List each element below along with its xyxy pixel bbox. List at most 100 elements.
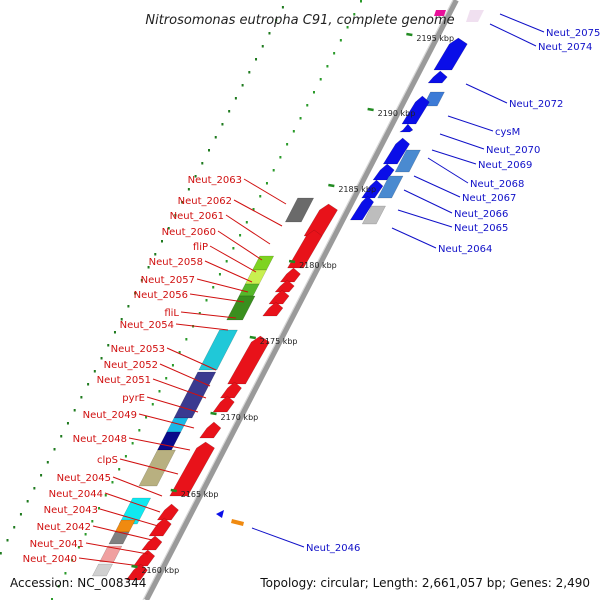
leader-line	[465, 83, 508, 104]
leader-line	[138, 413, 195, 429]
gene-block	[361, 179, 384, 199]
gene-block	[226, 295, 256, 321]
gene-block	[133, 549, 156, 567]
guide-dot	[239, 234, 242, 237]
guide-dot	[245, 221, 248, 224]
gene-label: Neut_2064	[438, 244, 492, 255]
leader-line	[499, 13, 545, 33]
tick-label: 2175 kbp	[260, 337, 298, 346]
gene-block	[227, 335, 270, 385]
guide-dot	[111, 481, 114, 484]
gene-block	[118, 497, 152, 525]
leader-line	[128, 437, 191, 451]
guide-dot	[87, 383, 90, 386]
tick-label: 2170 kbp	[221, 413, 259, 422]
guide-dot	[158, 390, 161, 393]
tick-mark	[328, 183, 335, 188]
leader-line	[209, 245, 257, 273]
gene-block	[287, 229, 323, 269]
leader-line	[166, 347, 217, 371]
leader-line	[180, 311, 237, 319]
guide-dot	[160, 240, 163, 243]
guide-dot	[145, 416, 148, 419]
guide-dot	[319, 78, 322, 81]
guide-dot	[275, 19, 278, 22]
gene-block	[377, 175, 404, 199]
gene-label: Neut_2060	[162, 227, 216, 238]
guide-dot	[181, 201, 184, 204]
gene-label: Neut_2066	[454, 209, 508, 220]
leader-line	[397, 209, 453, 228]
guide-dot	[171, 364, 174, 367]
guide-dot	[93, 370, 96, 373]
guide-dot	[138, 429, 141, 432]
guide-dot	[312, 91, 315, 94]
guide-dot	[255, 58, 258, 61]
guide-dot	[120, 318, 123, 321]
guide-dot	[13, 526, 16, 529]
guide-dot	[286, 143, 289, 146]
guide-dot	[40, 474, 43, 477]
leader-line	[92, 525, 153, 541]
gene-block	[212, 395, 235, 413]
gene-label: Neut_2065	[454, 223, 508, 234]
guide-dot	[248, 71, 251, 74]
guide-dot	[0, 552, 2, 555]
gene-label: Neut_2045	[57, 473, 111, 484]
guide-dot	[33, 487, 36, 490]
guide-dot	[64, 572, 67, 575]
tick-mark	[288, 259, 296, 264]
gene-label: pyrE	[122, 393, 145, 404]
guide-dot	[91, 520, 94, 523]
guide-dot	[104, 494, 107, 497]
gene-label: Neut_2048	[73, 434, 127, 445]
guide-dot	[261, 45, 264, 48]
guide-dot	[127, 305, 130, 308]
guide-dot	[218, 273, 221, 276]
guide-dot	[214, 136, 217, 139]
gene-block	[252, 255, 275, 271]
guide-dot	[100, 357, 103, 360]
gene-block	[198, 329, 238, 371]
genome-backbone	[143, 0, 459, 600]
guide-dot	[46, 461, 49, 464]
gene-label: Neut_2043	[44, 505, 98, 516]
gene-label: Neut_2069	[478, 160, 532, 171]
guide-dot	[174, 214, 177, 217]
guide-dot	[221, 123, 224, 126]
leader-line	[189, 293, 245, 303]
guide-dot	[131, 442, 134, 445]
gene-block	[166, 417, 189, 433]
gene-label: Neut_2051	[97, 375, 151, 386]
leader-line	[413, 175, 461, 198]
gene-block	[138, 449, 176, 487]
guide-dot	[259, 195, 262, 198]
gene-block	[382, 137, 410, 165]
guide-dot	[66, 422, 69, 425]
guide-dot	[281, 6, 284, 9]
gene-label: clpS	[97, 455, 118, 466]
gene-label: Neut_2075	[546, 28, 600, 39]
gene-block	[199, 421, 222, 439]
leader-line	[104, 492, 161, 513]
guide-dot	[71, 559, 74, 562]
gene-block	[91, 563, 113, 577]
leader-line	[243, 178, 287, 205]
leader-line	[112, 476, 163, 497]
gene-label: fliP	[193, 242, 208, 253]
gene-label: Neut_2053	[111, 344, 165, 355]
tick-label: 2165 kbp	[181, 490, 219, 499]
guide-dot	[151, 403, 154, 406]
leader-line	[119, 458, 179, 475]
guide-dot	[265, 182, 268, 185]
leader-line	[204, 260, 253, 283]
leader-line	[85, 542, 149, 555]
guide-dot	[279, 156, 282, 159]
leader-line	[196, 278, 249, 293]
tick-mark	[249, 335, 257, 340]
guide-dot	[98, 507, 101, 510]
gene-block	[279, 267, 301, 283]
guide-dot	[292, 130, 295, 133]
gene-block	[427, 70, 448, 84]
